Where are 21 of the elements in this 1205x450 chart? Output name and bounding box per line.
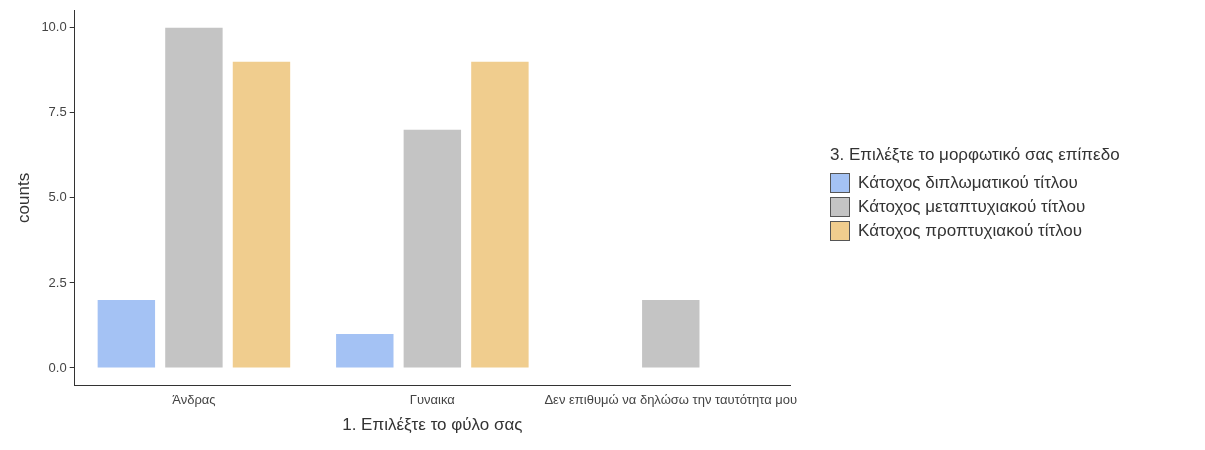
y-tick-label: 10.0	[41, 19, 67, 35]
bar	[336, 333, 394, 368]
legend-label: Κάτοχος μεταπτυχιακού τίτλου	[858, 197, 1086, 217]
bar	[471, 61, 529, 368]
y-tick-label: 2.5	[48, 274, 67, 290]
bar	[232, 61, 291, 368]
bar	[97, 299, 156, 368]
x-tick-label: Δεν επιθυμώ να δηλώσω την ταυτότητα μου	[544, 392, 798, 408]
bar	[165, 27, 223, 368]
legend-label: Κάτοχος προπτυχιακού τίτλου	[858, 221, 1083, 241]
x-tick-label: Άνδρας	[172, 392, 216, 408]
x-tick-label: Γυναικα	[409, 392, 456, 408]
y-axis-title: counts	[13, 172, 33, 223]
legend-label: Κάτοχος διπλωματικού τίτλου	[858, 173, 1078, 193]
legend-title: 3. Επιλέξτε το μορφωτικό σας επίπεδο	[830, 145, 1120, 165]
y-tick-label: 5.0	[48, 189, 67, 205]
y-tick-label: 7.5	[48, 104, 67, 120]
y-tick-label: 0.0	[48, 359, 67, 375]
x-axis-title: 1. Επιλέξτε το φύλο σας	[342, 415, 523, 435]
bar	[642, 299, 700, 368]
bar	[403, 129, 462, 368]
